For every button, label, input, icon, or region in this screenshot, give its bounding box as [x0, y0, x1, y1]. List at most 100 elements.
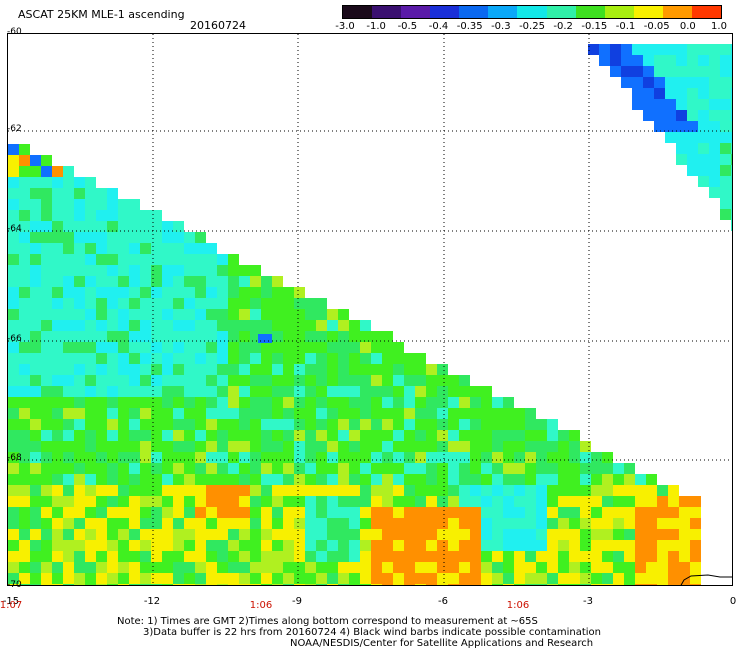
wind-cell: [8, 320, 19, 331]
wind-cell: [118, 430, 129, 441]
wind-cell: [41, 507, 52, 518]
wind-cell: [272, 375, 283, 386]
wind-cell: [591, 518, 602, 529]
wind-cell: [643, 99, 654, 110]
wind-cell: [261, 540, 272, 551]
wind-cell: [382, 507, 393, 518]
wind-cell: [228, 463, 239, 474]
wind-cell: [676, 110, 687, 121]
wind-cell: [338, 353, 349, 364]
wind-cell: [74, 221, 85, 232]
wind-cell: [30, 320, 41, 331]
wind-cell: [140, 353, 151, 364]
wind-cell: [668, 584, 679, 585]
wind-cell: [206, 375, 217, 386]
wind-cell: [206, 419, 217, 430]
wind-cell: [8, 199, 19, 210]
wind-cell: [118, 375, 129, 386]
wind-cell: [679, 518, 690, 529]
wind-cell: [437, 518, 448, 529]
wind-cell: [591, 529, 602, 540]
wind-cell: [52, 298, 63, 309]
wind-cell: [591, 452, 602, 463]
wind-cell: [250, 265, 261, 276]
wind-cell: [316, 408, 327, 419]
wind-cell: [709, 99, 720, 110]
wind-cell: [294, 529, 305, 540]
wind-cell: [63, 309, 74, 320]
wind-cell: [525, 474, 536, 485]
wind-cell: [195, 540, 206, 551]
wind-cell: [107, 386, 118, 397]
wind-cell: [239, 463, 250, 474]
wind-cell: [63, 342, 74, 353]
wind-cell: [162, 507, 173, 518]
wind-cell: [415, 573, 426, 584]
wind-cell: [30, 298, 41, 309]
wind-cell: [525, 529, 536, 540]
wind-cell: [283, 408, 294, 419]
wind-cell: [184, 562, 195, 573]
wind-cell: [404, 386, 415, 397]
wind-cell: [547, 507, 558, 518]
wind-cell: [547, 540, 558, 551]
colorbar-tick-label: -0.3: [491, 21, 511, 32]
wind-cell: [140, 430, 151, 441]
wind-cell: [107, 485, 118, 496]
wind-cell: [107, 573, 118, 584]
wind-cell: [360, 331, 371, 342]
wind-cell: [239, 551, 250, 562]
wind-cell: [52, 342, 63, 353]
wind-cell: [19, 562, 30, 573]
wind-cell: [41, 562, 52, 573]
wind-cell: [393, 375, 404, 386]
wind-cell: [206, 452, 217, 463]
wind-cell: [654, 121, 665, 132]
wind-cell: [646, 540, 657, 551]
wind-cell: [19, 474, 30, 485]
wind-cell: [382, 430, 393, 441]
wind-cell: [85, 529, 96, 540]
wind-cell: [547, 485, 558, 496]
wind-cell: [709, 121, 720, 132]
wind-cell: [283, 375, 294, 386]
wind-cell: [283, 320, 294, 331]
wind-cell: [525, 507, 536, 518]
wind-cell: [228, 441, 239, 452]
wind-cell: [481, 474, 492, 485]
wind-cell: [52, 243, 63, 254]
wind-cell: [404, 419, 415, 430]
wind-cell: [8, 408, 19, 419]
wind-cell: [19, 210, 30, 221]
wind-cell: [327, 562, 338, 573]
wind-cell: [393, 562, 404, 573]
wind-cell: [448, 375, 459, 386]
wind-cell: [217, 529, 228, 540]
wind-cell: [140, 265, 151, 276]
wind-cell: [316, 397, 327, 408]
wind-cell: [327, 364, 338, 375]
wind-cell: [393, 529, 404, 540]
wind-cell: [698, 44, 709, 55]
wind-cell: [327, 397, 338, 408]
wind-cell: [657, 496, 668, 507]
wind-cell: [668, 529, 679, 540]
wind-cell: [580, 518, 591, 529]
wind-cell: [624, 507, 635, 518]
wind-cell: [272, 331, 283, 342]
map-plot: [7, 33, 733, 586]
wind-cell: [85, 419, 96, 430]
wind-cell: [52, 309, 63, 320]
wind-cell: [668, 562, 679, 573]
wind-cell: [371, 386, 382, 397]
wind-cell: [151, 386, 162, 397]
wind-cell: [118, 441, 129, 452]
wind-cell: [459, 529, 470, 540]
wind-cell: [85, 386, 96, 397]
wind-cell: [327, 441, 338, 452]
wind-cell: [96, 199, 107, 210]
wind-cell: [228, 331, 239, 342]
wind-cell: [250, 419, 261, 430]
wind-cell: [250, 342, 261, 353]
wind-cell: [415, 441, 426, 452]
